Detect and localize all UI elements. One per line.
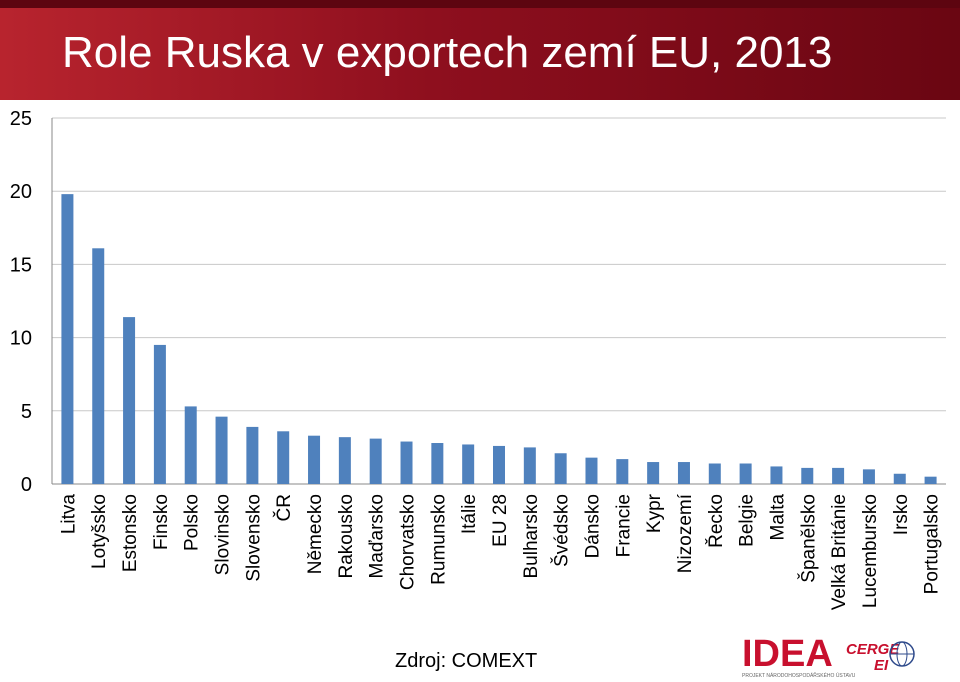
- bar: [554, 453, 567, 484]
- grid-lines: [51, 117, 946, 485]
- bar: [184, 406, 197, 484]
- x-tick-label: Finsko: [151, 494, 172, 550]
- title-banner: Role Ruska v exportech zemí EU, 2013: [0, 0, 960, 100]
- idea-cerge-ei-logo: IDEA CERGE EI PROJEKT NÁRODOHOSPODÁŘSKÉH…: [742, 633, 915, 679]
- y-tick-label: 15: [10, 254, 32, 276]
- bar: [246, 426, 259, 484]
- bar: [153, 344, 166, 484]
- globe-icon: [889, 641, 915, 667]
- page-title: Role Ruska v exportech zemí EU, 2013: [62, 28, 833, 77]
- y-tick-label: 5: [21, 401, 32, 423]
- x-tick-label: Lucembursko: [860, 494, 881, 608]
- y-tick-label: 20: [10, 181, 32, 203]
- bars: [61, 194, 937, 485]
- bar: [431, 443, 444, 484]
- x-tick-label: Rakousko: [336, 494, 357, 579]
- x-tick-label: Bulharsko: [521, 494, 542, 579]
- x-tick-label: EU 28: [490, 494, 511, 547]
- bar: [61, 194, 74, 485]
- bar: [832, 467, 845, 484]
- x-tick-label: Španělsko: [797, 494, 819, 583]
- bar: [708, 463, 721, 484]
- logo-ei-text: EI: [874, 657, 889, 674]
- x-tick-label: Estonsko: [120, 494, 141, 572]
- x-tick-label: Kypr: [644, 493, 665, 533]
- x-tick-label: Polsko: [182, 494, 203, 551]
- y-axis-ticks: 0 5 10 15 20 25: [10, 108, 32, 496]
- x-tick-label: Lotyšsko: [89, 494, 110, 569]
- bar: [277, 431, 290, 484]
- x-tick-label: Portugalsko: [922, 494, 943, 594]
- x-tick-label: Řecko: [705, 494, 727, 548]
- x-tick-label: Dánsko: [582, 494, 603, 558]
- y-tick-label: 10: [10, 328, 32, 350]
- x-tick-label: Německo: [305, 494, 326, 574]
- y-tick-label: 25: [10, 108, 32, 130]
- x-tick-label: Malta: [767, 494, 788, 541]
- bar: [893, 473, 906, 484]
- source-note: Zdroj: COMEXT: [395, 650, 538, 672]
- bar-chart: 0 5 10 15 20 25 Litva Lotyšsko Estonsko Finsko Po…: [10, 108, 946, 610]
- logo-tagline: PROJEKT NÁRODOHOSPODÁŘSKÉHO ÚSTAVU: [742, 671, 856, 679]
- banner-top-strip: [0, 0, 960, 8]
- x-tick-label: Chorvatsko: [398, 494, 419, 590]
- bar: [462, 444, 475, 484]
- x-tick-label: Velká Británie: [829, 494, 850, 610]
- x-tick-label: Slovensko: [243, 494, 264, 582]
- x-tick-label: Slovinsko: [213, 494, 234, 575]
- bar: [770, 466, 783, 484]
- x-tick-label: Francie: [613, 494, 634, 557]
- bar: [369, 438, 382, 484]
- bar: [862, 469, 875, 484]
- x-tick-label: ČR: [273, 494, 295, 521]
- logo-idea-text: IDEA: [742, 633, 833, 675]
- bar: [338, 437, 351, 484]
- bar: [616, 459, 629, 484]
- x-axis-labels: Litva Lotyšsko Estonsko Finsko Polsko Slovins…: [58, 493, 942, 610]
- x-tick-label: Maďarsko: [367, 494, 388, 579]
- bar: [739, 463, 752, 484]
- x-tick-label: Nizozemí: [675, 493, 696, 573]
- bar: [924, 476, 937, 484]
- logo-cerge-text: CERGE: [846, 641, 900, 658]
- x-tick-label: Litva: [58, 494, 79, 535]
- bar: [677, 462, 690, 484]
- bar: [493, 445, 505, 484]
- bar: [92, 248, 105, 484]
- x-tick-label: Itálie: [459, 494, 480, 534]
- bar: [215, 416, 228, 484]
- bar: [801, 467, 814, 484]
- x-tick-label: Belgie: [737, 494, 758, 547]
- bar: [400, 441, 413, 484]
- bar: [647, 462, 660, 484]
- bar: [123, 317, 136, 484]
- bar: [308, 435, 321, 484]
- y-tick-label: 0: [21, 474, 32, 496]
- x-tick-label: Švédsko: [551, 494, 573, 567]
- bar: [523, 447, 536, 484]
- bar: [585, 457, 598, 484]
- x-tick-label: Irsko: [891, 494, 912, 535]
- x-tick-label: Rumunsko: [428, 494, 449, 585]
